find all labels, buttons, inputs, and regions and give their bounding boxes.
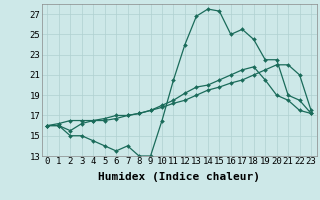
X-axis label: Humidex (Indice chaleur): Humidex (Indice chaleur) [98, 172, 260, 182]
